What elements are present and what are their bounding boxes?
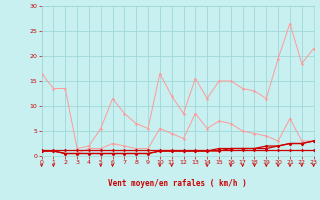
X-axis label: Vent moyen/en rafales ( km/h ): Vent moyen/en rafales ( km/h ) [108, 179, 247, 188]
